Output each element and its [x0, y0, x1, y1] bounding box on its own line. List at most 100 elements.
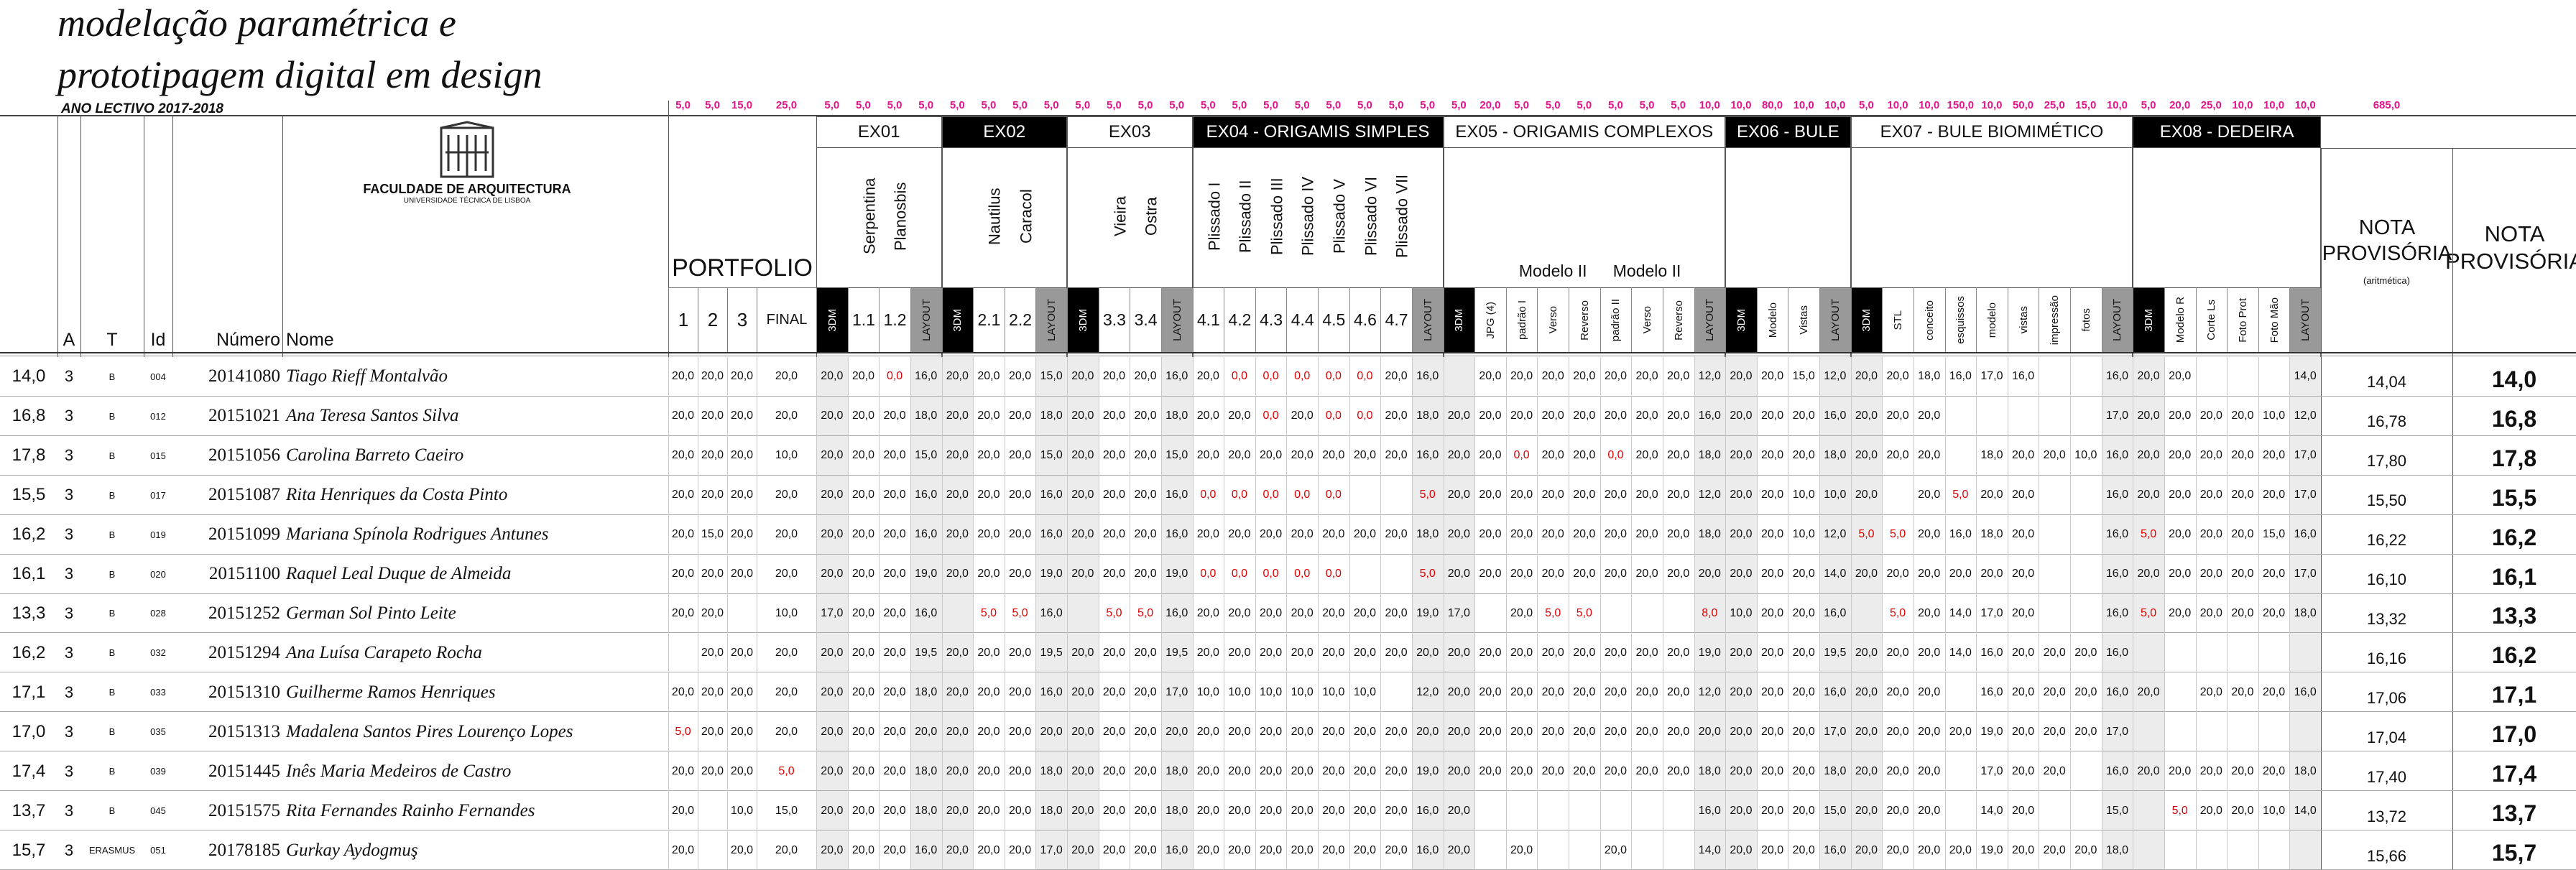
- score: 20,0: [2199, 528, 2222, 541]
- score: 20,0: [1447, 449, 1470, 462]
- score: 20,0: [2262, 568, 2286, 580]
- score: 10,0: [1730, 606, 1753, 619]
- score: 20,0: [1071, 804, 1094, 817]
- column-header: 4.4: [1286, 287, 1318, 352]
- column-shade: [1443, 357, 1475, 870]
- score: 20,0: [1008, 449, 1032, 462]
- score: 20,0: [701, 685, 724, 698]
- score: 20,0: [851, 606, 874, 619]
- score: 20,0: [851, 449, 874, 462]
- score: 20,0: [1071, 646, 1094, 659]
- weight: 50,0: [2012, 98, 2034, 111]
- score: 20,0: [851, 409, 874, 422]
- grade: 15,7: [11, 840, 46, 860]
- score: 20,0: [1228, 606, 1251, 619]
- score: 20,0: [1228, 409, 1251, 422]
- score: 20,0: [946, 449, 969, 462]
- rule: [0, 115, 2576, 116]
- score: 20,0: [730, 725, 754, 738]
- weight: 25,0: [2044, 98, 2065, 111]
- score: 20,0: [1855, 489, 1878, 501]
- weight: 5,0: [1107, 98, 1122, 111]
- score: 20,0: [1855, 685, 1878, 698]
- student-number: 20178185: [208, 840, 280, 860]
- score: 20,0: [1008, 685, 1032, 698]
- nota-final: 17,4: [2491, 761, 2537, 787]
- score: 20,0: [1259, 606, 1283, 619]
- weight: 80,0: [1761, 98, 1783, 111]
- column-header: 4.2: [1224, 287, 1255, 352]
- score: 20,0: [1447, 646, 1470, 659]
- weight: 5,0: [675, 98, 691, 111]
- column-header: A: [63, 329, 75, 350]
- rule: [668, 357, 669, 870]
- score: 20,0: [1886, 449, 1909, 462]
- rule: [0, 711, 2576, 713]
- column-header: 3: [727, 287, 757, 352]
- column-name: Plissado VII: [1393, 174, 1411, 259]
- score: 20,0: [1855, 843, 1878, 856]
- student-name: Ana Luísa Carapeto Rocha: [286, 642, 482, 662]
- score: 20,0: [851, 685, 874, 698]
- score: 15,0: [2105, 804, 2128, 817]
- column-header: Foto Prot: [2227, 287, 2258, 352]
- score: 20,0: [1918, 606, 1941, 619]
- rule: [0, 593, 2576, 594]
- column-name: Serpentina: [860, 177, 879, 255]
- score: 20,0: [977, 725, 1000, 738]
- column-header-text: conceito: [1923, 300, 1936, 341]
- column-header-text: 3DM: [1860, 308, 1873, 332]
- score: 20,0: [1385, 804, 1408, 817]
- score: 10,0: [1259, 685, 1283, 698]
- nota-aritmetica: 16,16: [2366, 649, 2407, 667]
- column-header-text: LAYOUT: [2299, 299, 2312, 341]
- score: 20,0: [1102, 528, 1125, 541]
- score: 20,0: [1228, 725, 1251, 738]
- score: 20,0: [1573, 409, 1596, 422]
- nota-header: NOTA PROVISÓRIA: [2445, 216, 2576, 280]
- score: 20,0: [1510, 725, 1533, 738]
- score: 20,0: [1071, 568, 1094, 580]
- score: 20,0: [883, 646, 906, 659]
- score: 20,0: [701, 568, 724, 580]
- score: 20,0: [1228, 528, 1251, 541]
- score: 20,0: [1949, 725, 1972, 738]
- score: 20,0: [1635, 685, 1658, 698]
- weight: 685,0: [2373, 98, 2401, 111]
- score: 20,0: [1196, 409, 1219, 422]
- score: 20,0: [701, 409, 724, 422]
- score: 20,0: [821, 646, 844, 659]
- column-header-text: modelo: [1985, 302, 1998, 338]
- score: 20,0: [1102, 725, 1125, 738]
- grade: 13,3: [11, 603, 46, 623]
- exercise-frame: [2133, 148, 2321, 357]
- column-shade: [910, 357, 942, 870]
- score: 5,0: [2140, 606, 2157, 619]
- score: 0,0: [1325, 370, 1342, 383]
- score: 12,0: [1698, 370, 1721, 383]
- column-header-text: fotos: [2079, 308, 2092, 332]
- score: 20,0: [2231, 489, 2254, 501]
- score: 19,0: [1416, 764, 1439, 777]
- score: 18,0: [1416, 528, 1439, 541]
- score: 20,0: [1385, 409, 1408, 422]
- student-name: Inês Maria Medeiros de Castro: [286, 761, 512, 781]
- score: 20,0: [1353, 725, 1376, 738]
- nota-final: 13,7: [2491, 800, 2537, 827]
- score: 20,0: [851, 568, 874, 580]
- year: 3: [64, 722, 74, 741]
- type: B: [109, 410, 116, 422]
- nota-aritmetica: 17,06: [2366, 688, 2407, 707]
- student-name: Madalena Santos Pires Lourenço Lopes: [286, 721, 573, 741]
- score: 20,0: [730, 646, 754, 659]
- score: 20,0: [1792, 725, 1815, 738]
- score: 20,0: [671, 843, 695, 856]
- rule: [2321, 148, 2322, 870]
- weight: 5,0: [981, 98, 997, 111]
- exercise-title: EX01: [816, 116, 942, 148]
- nota-aritmetica: 13,72: [2366, 807, 2407, 825]
- score: 5,0: [2140, 528, 2157, 541]
- score: 20,0: [2231, 409, 2254, 422]
- score: 20,0: [977, 685, 1000, 698]
- column-header-text: LAYOUT: [1704, 299, 1717, 341]
